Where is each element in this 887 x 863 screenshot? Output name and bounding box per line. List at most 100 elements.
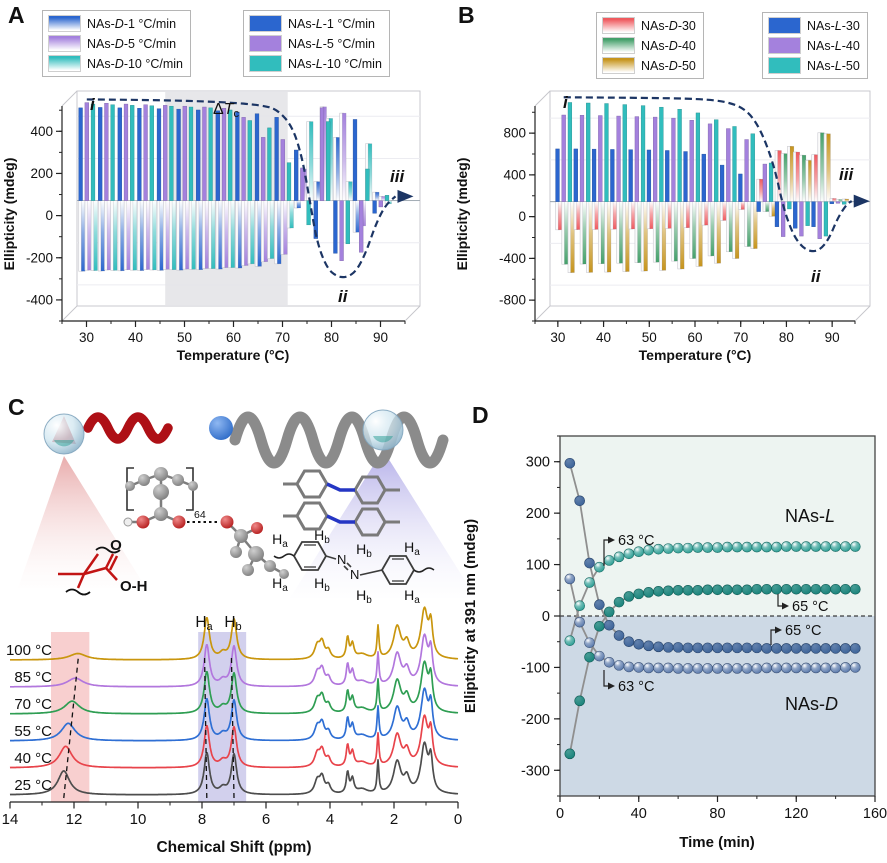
solid-bar — [738, 173, 743, 202]
y-tick-label: 400 — [30, 124, 53, 139]
frame-diagonal — [854, 305, 871, 322]
solid-bar — [817, 201, 822, 239]
solid-bar — [196, 109, 201, 201]
gradient-bar — [820, 132, 825, 202]
data-point — [820, 662, 832, 674]
data-point — [790, 643, 802, 654]
gradient-bar — [120, 200, 125, 272]
peak-track-line — [63, 655, 80, 799]
data-point — [692, 542, 704, 553]
x-tick-label: 14 — [2, 811, 19, 828]
data-point — [623, 548, 635, 560]
solid-bar — [634, 116, 639, 202]
data-point — [672, 542, 684, 554]
gradient-bar — [619, 201, 624, 264]
annotation-65c-right: 65 °C — [792, 599, 828, 615]
nmr-temp-label: 100 °C — [6, 642, 52, 659]
y-tick-label: 100 — [526, 558, 550, 574]
legend-label: NAs-L-30 — [807, 18, 860, 33]
data-point — [741, 642, 753, 654]
right-sphere-teal-crescent — [373, 436, 393, 443]
data-point — [692, 663, 704, 674]
data-point — [613, 660, 625, 671]
solid-bar — [130, 105, 135, 201]
transition-curve — [563, 96, 853, 253]
solid-bar — [640, 105, 646, 202]
x-tick-label: 50 — [642, 330, 657, 345]
h-label: Hb — [314, 575, 330, 594]
x-tick-label: 6 — [262, 811, 270, 828]
y-tick-label: -200 — [521, 712, 550, 728]
y-tick-label: 200 — [30, 166, 53, 181]
data-point — [771, 583, 782, 595]
solid-bar — [586, 102, 591, 202]
legend-label: NAs-D-50 — [641, 58, 696, 73]
h-label: Ha — [404, 539, 420, 558]
legend-label: NAs-L-10 °C/min — [288, 56, 382, 71]
x-tick-label: 70 — [733, 330, 748, 345]
data-point — [653, 586, 664, 597]
data-point — [800, 643, 812, 654]
data-point — [830, 643, 841, 654]
legend-swatch — [249, 35, 282, 52]
nmr-temp-label: 70 °C — [14, 696, 52, 713]
solid-bar — [811, 201, 816, 227]
solid-bar — [726, 128, 731, 202]
ball-stick-structure: 64 — [123, 467, 289, 579]
legend-label: NAs-D-1 °C/min — [87, 16, 177, 31]
solid-bar — [90, 103, 96, 201]
data-point — [672, 663, 684, 674]
legend-item: NAs-D-1 °C/min — [48, 15, 183, 32]
solid-bar — [781, 201, 786, 237]
data-point — [840, 583, 851, 595]
gradient-bar — [375, 191, 380, 201]
data-point — [840, 643, 851, 654]
h-label: Hb — [314, 527, 330, 546]
gradient-bar — [655, 201, 660, 263]
gradient-bar — [152, 200, 157, 271]
gradient-bar — [832, 198, 837, 202]
panel-b-x-title: Temperature (°C) — [639, 347, 752, 363]
red-polymer-coil — [83, 412, 173, 444]
ha-band-label: Ha — [195, 614, 213, 633]
t-symbol: T — [224, 101, 235, 118]
frame-diagonal — [534, 90, 551, 107]
gradient-bar — [649, 201, 654, 230]
y-tick-label: 400 — [503, 167, 526, 182]
gradient-bar — [185, 200, 190, 270]
data-point — [751, 541, 763, 553]
gradient-bar — [631, 201, 636, 230]
h-label: Hb — [356, 587, 372, 606]
data-point — [584, 637, 595, 649]
gradient-bar — [704, 201, 709, 226]
panel-b-legend-d: NAs-D-30 NAs-D-40 NAs-D-50 — [596, 12, 704, 79]
x-tick-label: 70 — [275, 330, 290, 345]
x-tick-label: 160 — [863, 806, 887, 822]
nmr-trace — [9, 714, 459, 769]
data-point — [722, 663, 733, 674]
solid-bar — [221, 108, 227, 201]
data-point — [564, 748, 576, 760]
data-point — [702, 663, 713, 674]
h-label: Ha — [272, 531, 288, 550]
gradient-bar — [813, 154, 819, 202]
solid-bar — [202, 106, 207, 201]
gradient-bar — [588, 201, 593, 273]
gradient-bar — [100, 200, 105, 272]
gradient-bar — [600, 201, 606, 264]
solid-bar — [799, 201, 804, 237]
x-tick-label: 90 — [373, 330, 388, 345]
solid-bar — [176, 108, 181, 201]
solid-bar — [714, 119, 719, 202]
solid-bar — [683, 151, 688, 202]
solid-bar — [707, 123, 713, 202]
data-point — [653, 662, 664, 674]
solid-bar — [104, 103, 109, 201]
panel-a-annotation-iii: iii — [390, 167, 405, 186]
data-point — [781, 583, 792, 595]
x-tick-label: 2 — [390, 811, 398, 828]
solid-bar — [228, 109, 233, 201]
nmr-temp-label: 55 °C — [14, 723, 52, 740]
panel-c-nmr-chart: 25 °C 40 °C 55 °C 70 °C 85 °C 100 °C 14 12 10 8 6 4… — [2, 606, 462, 856]
gradient-bar — [667, 201, 672, 229]
